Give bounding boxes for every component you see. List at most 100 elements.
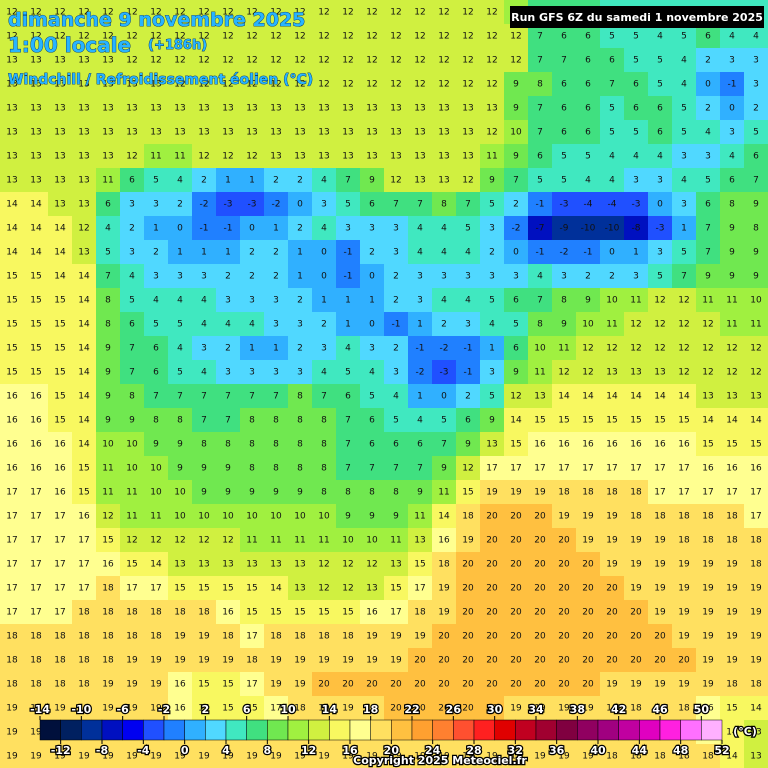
value-label: -3 — [224, 200, 233, 210]
value-label: 8 — [321, 416, 327, 426]
cell — [648, 552, 673, 577]
cell — [504, 360, 529, 385]
cell — [456, 408, 481, 433]
cell — [120, 672, 145, 697]
cell — [96, 96, 121, 121]
cell — [240, 384, 265, 409]
value-label: 10 — [750, 296, 762, 306]
value-label: 12 — [630, 320, 641, 330]
cell — [264, 72, 289, 97]
cell — [216, 432, 241, 457]
cell — [576, 744, 601, 768]
cell — [480, 192, 505, 217]
cell — [696, 552, 721, 577]
value-label: 13 — [750, 728, 761, 738]
value-label: 19 — [582, 536, 594, 546]
value-label: 18 — [6, 680, 18, 690]
cell — [168, 696, 193, 721]
value-label: 16 — [606, 440, 618, 450]
cell — [720, 576, 745, 601]
cell — [144, 264, 169, 289]
cell — [0, 0, 25, 25]
cell — [96, 192, 121, 217]
value-label: 18 — [102, 656, 114, 666]
cell — [312, 576, 337, 601]
colorbar-label: 42 — [611, 703, 626, 716]
cell — [504, 336, 529, 361]
cell — [648, 264, 673, 289]
cell — [0, 552, 25, 577]
value-label: 19 — [558, 512, 570, 522]
value-label: 13 — [54, 128, 65, 138]
value-label: 5 — [153, 176, 159, 186]
value-label: 19 — [414, 632, 426, 642]
value-label: 9 — [705, 272, 711, 282]
cell — [72, 24, 97, 49]
cell — [48, 192, 73, 217]
value-label: 20 — [582, 680, 594, 690]
value-label: 4 — [681, 80, 687, 90]
cell — [48, 624, 73, 649]
value-label: 12 — [486, 56, 497, 66]
value-label: 4 — [441, 296, 447, 306]
cell — [600, 24, 625, 49]
value-label: 10 — [342, 536, 354, 546]
cell — [312, 456, 337, 481]
value-label: 18 — [30, 656, 42, 666]
value-label: 10 — [366, 536, 378, 546]
value-label: 13 — [438, 128, 449, 138]
value-label: 19 — [126, 680, 138, 690]
cell — [744, 576, 768, 601]
cell — [576, 168, 601, 193]
cell — [720, 672, 745, 697]
cell — [504, 24, 529, 49]
value-label: 20 — [510, 608, 522, 618]
value-label: 11 — [150, 152, 161, 162]
cell — [168, 120, 193, 145]
value-label: 12 — [78, 32, 89, 42]
value-label: 17 — [654, 488, 665, 498]
cell — [672, 264, 697, 289]
value-label: 20 — [558, 608, 570, 618]
cell — [240, 456, 265, 481]
value-label: 16 — [174, 704, 186, 714]
cell — [432, 336, 457, 361]
value-label: 5 — [657, 272, 663, 282]
cell — [600, 240, 625, 265]
value-label: 12 — [270, 56, 281, 66]
cell — [360, 312, 385, 337]
cell — [312, 24, 337, 49]
cell — [624, 336, 649, 361]
cell — [504, 696, 529, 721]
cell — [336, 408, 361, 433]
cell — [432, 144, 457, 169]
cell — [72, 528, 97, 553]
cell — [384, 432, 409, 457]
value-label: 17 — [534, 464, 545, 474]
value-label: 12 — [246, 8, 257, 18]
value-label: 2 — [705, 56, 711, 66]
colorbar-swatch — [349, 719, 371, 741]
value-label: 4 — [321, 176, 327, 186]
cell — [288, 576, 313, 601]
value-label: 13 — [174, 560, 185, 570]
value-label: 2 — [321, 320, 327, 330]
cell — [72, 504, 97, 529]
cell — [96, 240, 121, 265]
value-label: 9 — [369, 176, 375, 186]
value-label: 15 — [246, 608, 257, 618]
value-label: 18 — [558, 488, 570, 498]
cell — [168, 648, 193, 673]
colorbar-swatch — [577, 719, 599, 741]
cell — [144, 624, 169, 649]
value-label: -9 — [560, 224, 569, 234]
cell — [648, 240, 673, 265]
cell — [480, 384, 505, 409]
cell — [744, 312, 768, 337]
cell — [240, 96, 265, 121]
value-label: 18 — [702, 752, 714, 762]
value-label: 15 — [654, 416, 665, 426]
value-label: 19 — [30, 728, 42, 738]
cell — [120, 120, 145, 145]
cell — [408, 120, 433, 145]
